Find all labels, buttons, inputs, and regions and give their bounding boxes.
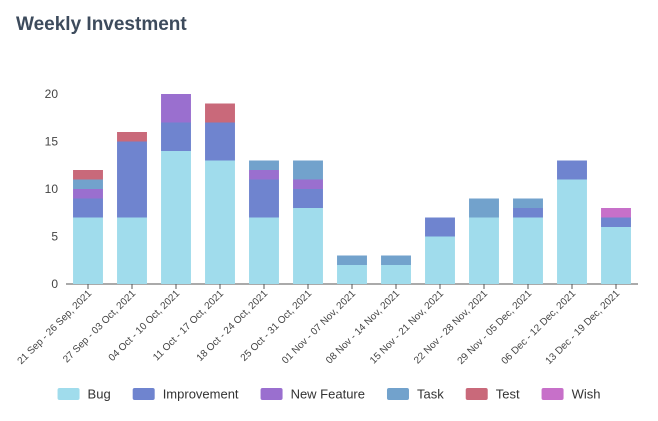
y-tick-label: 15 [45, 135, 59, 149]
bar-segment-test[interactable] [205, 103, 235, 123]
bar-segment-bug[interactable] [557, 179, 587, 285]
bar-segment-improvement[interactable] [249, 179, 279, 218]
chart-title: Weekly Investment [16, 14, 187, 35]
legend-swatch-test[interactable] [465, 388, 488, 400]
y-tick-label: 20 [45, 87, 59, 101]
bar-segment-improvement[interactable] [425, 217, 455, 237]
bar-segment-bug[interactable] [293, 208, 323, 284]
legend-swatch-bug[interactable] [57, 388, 80, 400]
bar-segment-bug[interactable] [381, 265, 411, 284]
bar-segment-bug[interactable] [513, 217, 543, 285]
bar-segment-task[interactable] [73, 179, 103, 190]
bar-segment-bug[interactable] [117, 217, 147, 285]
legend-label-new-feature[interactable]: New Feature [291, 387, 365, 402]
y-tick-label: 10 [45, 182, 59, 196]
legend-label-test[interactable]: Test [496, 387, 520, 402]
bar-segment-bug[interactable] [425, 236, 455, 285]
bar-segment-task[interactable] [293, 160, 323, 180]
x-tick-label: 22 Nov - 28 Nov, 2021 [412, 288, 490, 366]
bar-segment-improvement[interactable] [205, 122, 235, 161]
x-tick-label: 21 Sep - 26 Sep, 2021 [16, 288, 95, 367]
bar-segment-bug[interactable] [249, 217, 279, 285]
bar-segment-improvement[interactable] [117, 141, 147, 218]
bar-segment-bug[interactable] [205, 160, 235, 285]
legend-swatch-improvement[interactable] [132, 388, 155, 400]
bar-segment-improvement[interactable] [161, 122, 191, 152]
legend-label-improvement[interactable]: Improvement [163, 387, 239, 402]
x-tick-label: 27 Sep - 03 Oct, 2021 [61, 288, 138, 365]
bar-segment-new-feature[interactable] [249, 170, 279, 180]
bar-segment-bug[interactable] [73, 217, 103, 285]
bar-segment-new-feature[interactable] [293, 179, 323, 190]
bar-segment-task[interactable] [337, 255, 367, 266]
bar-segment-test[interactable] [73, 170, 103, 180]
legend-swatch-new-feature[interactable] [260, 388, 283, 400]
bar-segment-new-feature[interactable] [161, 94, 191, 123]
bar-segment-test[interactable] [117, 132, 147, 142]
bar-segment-task[interactable] [381, 255, 411, 266]
legend-swatch-task[interactable] [386, 388, 409, 400]
bar-segment-task[interactable] [249, 160, 279, 171]
bar-segment-improvement[interactable] [557, 160, 587, 180]
x-tick-label: 29 Nov - 05 Dec, 2021 [456, 288, 535, 367]
legend-label-wish[interactable]: Wish [572, 387, 601, 402]
y-tick-label: 5 [51, 230, 58, 244]
x-tick-label: 01 Nov - 07 Nov, 2021 [280, 288, 358, 366]
legend-swatch-wish[interactable] [541, 388, 564, 400]
x-tick-label: 08 Nov - 14 Nov, 2021 [324, 288, 402, 366]
bar-segment-wish[interactable] [601, 208, 631, 218]
y-tick-label: 0 [51, 277, 58, 291]
bar-segment-new-feature[interactable] [73, 189, 103, 199]
bar-segment-bug[interactable] [161, 151, 191, 284]
legend-label-task[interactable]: Task [417, 387, 444, 402]
x-tick-label: 13 Dec - 19 Dec, 2021 [544, 288, 623, 367]
bar-segment-improvement[interactable] [293, 189, 323, 208]
bar-segment-improvement[interactable] [601, 217, 631, 228]
legend-label-bug[interactable]: Bug [88, 387, 111, 402]
bar-segment-bug[interactable] [337, 265, 367, 284]
bar-segment-task[interactable] [469, 198, 499, 218]
x-tick-label: 06 Dec - 12 Dec, 2021 [500, 288, 579, 367]
bar-segment-improvement[interactable] [513, 208, 543, 218]
bar-segment-bug[interactable] [601, 227, 631, 284]
bar-segment-improvement[interactable] [73, 198, 103, 218]
bar-segment-task[interactable] [513, 198, 543, 209]
x-tick-label: 15 Nov - 21 Nov, 2021 [368, 288, 446, 366]
bar-segment-bug[interactable] [469, 217, 499, 285]
